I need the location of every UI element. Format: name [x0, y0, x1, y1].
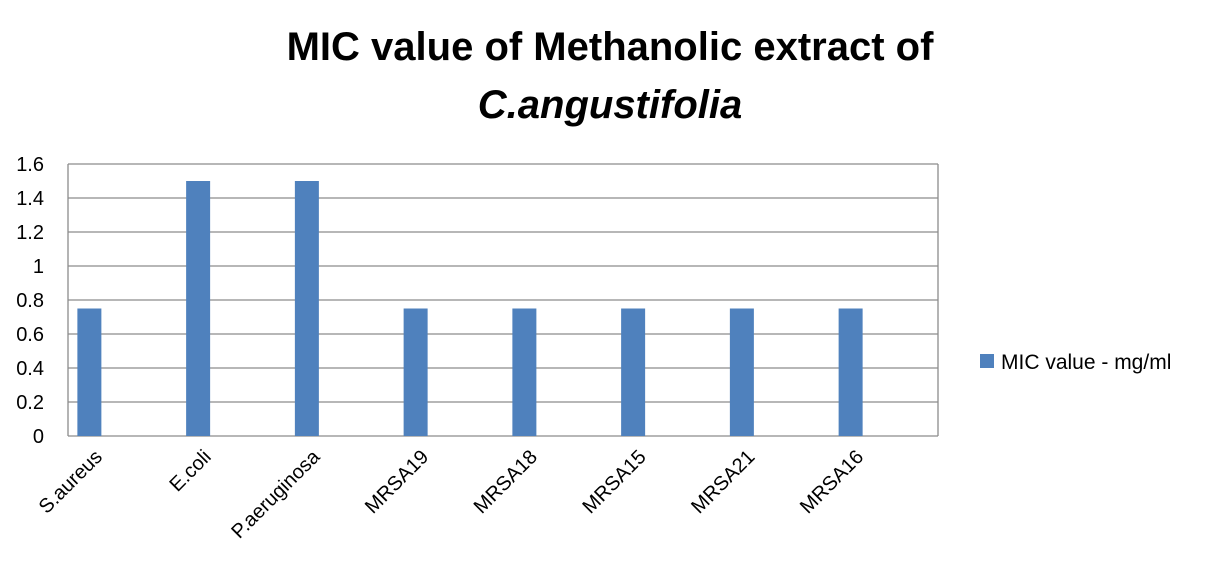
y-tick-label: 1.6	[16, 154, 44, 176]
y-tick-label: 0.6	[16, 324, 44, 346]
x-tick-label: MRSA15	[579, 446, 651, 518]
bar-s-aureus	[77, 308, 102, 436]
y-tick-label: 0.4	[16, 358, 44, 380]
bars	[77, 181, 863, 436]
bar-p-aeruginosa	[294, 181, 319, 436]
chart-title-line1: MIC value of Methanolic extract of	[287, 25, 934, 69]
legend-swatch	[980, 354, 994, 368]
x-tick-label: MRSA19	[361, 446, 433, 518]
y-tick-label: 1.4	[16, 188, 44, 210]
bar-mrsa15	[621, 308, 646, 436]
x-tick-label: E.coli	[166, 446, 216, 496]
gridlines	[67, 163, 939, 437]
x-axis-ticks: S.aureus E.coli P.aeruginosa MRSA19 MRSA18 MR…	[35, 445, 868, 543]
chart-title-line2: C.angustifolia	[478, 83, 742, 127]
legend-label: MIC value - mg/ml	[1001, 351, 1171, 374]
x-tick-label: MRSA21	[687, 446, 759, 518]
x-tick-label: P.aeruginosa	[227, 445, 325, 543]
y-axis-ticks: 0 0.2 0.4 0.6 0.8 1 1.2 1.4 1.6	[16, 154, 44, 448]
bar-mrsa18	[512, 308, 537, 436]
y-tick-label: 1	[33, 256, 44, 278]
y-tick-label: 0.8	[16, 290, 44, 312]
x-tick-label: MRSA16	[796, 446, 868, 518]
bar-mrsa21	[729, 308, 754, 436]
bar-mrsa19	[403, 308, 428, 436]
y-tick-label: 0	[33, 426, 44, 448]
y-tick-label: 0.2	[16, 392, 44, 414]
bar-e-coli	[186, 181, 211, 436]
legend: MIC value - mg/ml	[980, 351, 1171, 374]
x-tick-label: S.aureus	[35, 446, 107, 518]
bar-mrsa16	[838, 308, 863, 436]
x-tick-label: MRSA18	[470, 446, 542, 518]
y-tick-label: 1.2	[16, 222, 44, 244]
